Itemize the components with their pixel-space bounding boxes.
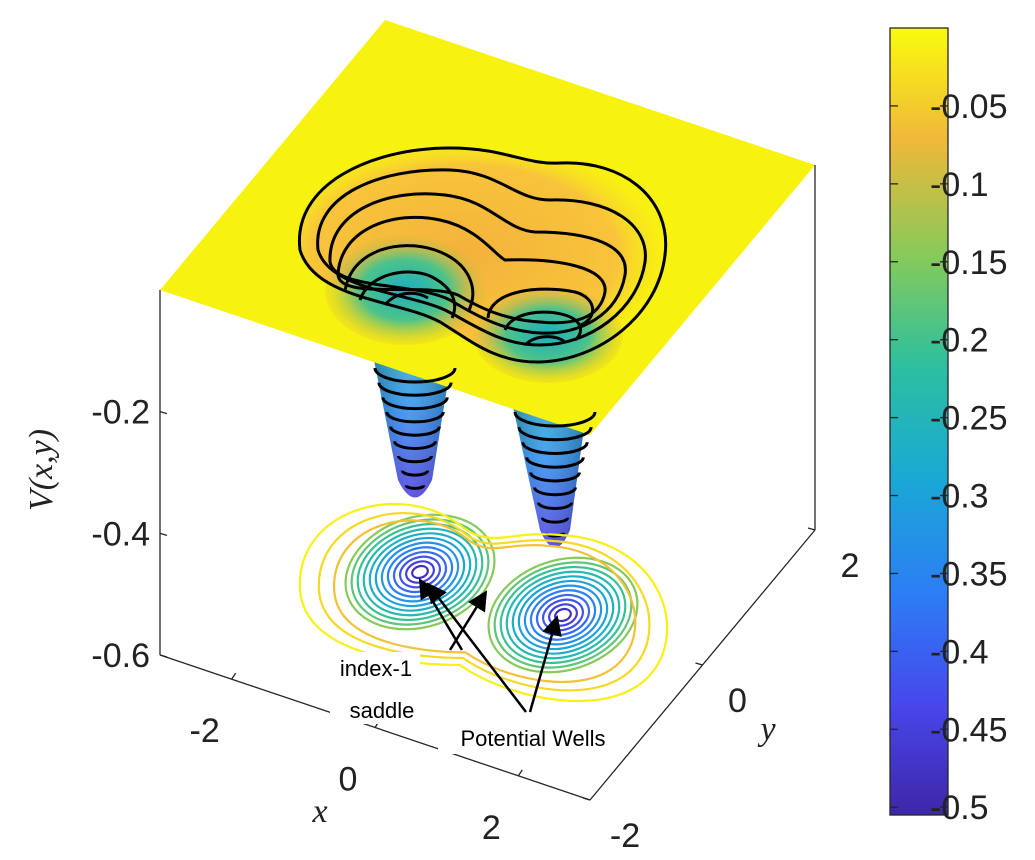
annotations: index-1 saddle Potential Wells [330,578,628,754]
contour-line [385,411,445,424]
y-tick [807,527,816,531]
contour-line [505,570,621,660]
contour-line [536,502,574,510]
x-tick-label: 0 [339,761,358,799]
y-axis-label: y [757,711,776,748]
x-tick [231,672,237,680]
colorbar-tick-label: -0.15 [930,244,1008,282]
contour-line [373,367,457,384]
contour-line [523,584,603,646]
colorbar-tick-label: -0.05 [930,88,1008,126]
contour-line [529,472,581,483]
annotation-backdrop [438,722,628,754]
z-tick-label: -0.6 [91,637,150,675]
contour-line [535,593,591,637]
y-tick-label: 2 [841,547,860,585]
colorbar-tick-label: -0.35 [930,555,1008,593]
contour-line [362,527,478,617]
z-tick [159,654,168,658]
y-tick [695,662,703,666]
annotation-backdrop [330,652,420,724]
contour-line [343,244,595,328]
contour-line [487,556,639,674]
contour-line [517,426,593,442]
contour-line [389,426,441,437]
colorbar-tick-label: -0.4 [930,633,989,671]
contour-line [383,291,566,347]
x-tick-label: -2 [190,712,220,750]
contour-line [533,487,577,497]
contour-line [540,517,570,524]
contour-line [358,270,582,342]
contour-line [316,168,647,347]
surface-scene [159,20,816,801]
contour-line [368,532,472,612]
contour-line [404,484,426,490]
contour-line [396,455,434,464]
colorbar-tick-label: -0.5 [930,789,989,827]
annotation: saddle [350,698,415,723]
contour-line [521,441,589,455]
z-tick-label: -0.4 [91,515,150,553]
colorbar-tick-label: -0.3 [930,478,989,516]
colorbar-fill [889,27,949,816]
contour-line [381,397,449,411]
colorbar-tick-label: -0.45 [930,711,1008,749]
contour-line [541,598,585,632]
contour-line [511,575,615,655]
contour-line [398,555,442,589]
contour-line [377,382,453,397]
contour-line [529,589,597,641]
contour-line [333,519,637,684]
z-tick [159,411,168,415]
x-tick [517,769,523,777]
annotation: Potential Wells [460,726,605,751]
contour-line [400,470,430,477]
contour-line [298,503,669,703]
z-tick [159,532,168,536]
y-tick-label: 0 [728,682,747,720]
colorbar-tick-label: -0.25 [930,400,1008,438]
colorbar: -0.5 -0.45 -0.4 -0.35 -0.3 -0.25 -0.2 -0.15 -0.1… [889,27,1008,827]
contour-line [499,565,627,665]
contour-line [317,512,651,692]
contour-line [525,457,585,469]
contour-line [350,518,490,626]
contour-line [344,513,496,631]
y-tick [582,797,591,801]
z-tick-label: -0.2 [91,394,150,432]
contour-line [517,579,609,651]
contour-line [513,411,597,428]
contour-line [393,440,437,450]
colorbar-tick-label: -0.1 [930,166,989,204]
colorbar-tick-label: -0.2 [930,322,989,360]
contour-line [356,522,484,622]
contour-line [297,146,668,364]
contour-line [411,564,429,580]
arrow [528,615,562,713]
x-tick-label: 2 [482,809,501,847]
contour-line [392,550,448,594]
x-axis-label: x [311,793,327,830]
surface-contours [297,146,668,364]
contour-line [328,192,627,335]
arrow [426,582,527,713]
annotation: index-1 [340,656,412,681]
z-axis-label: V(x,y) [23,429,60,511]
y-tick-label: -2 [610,817,640,855]
